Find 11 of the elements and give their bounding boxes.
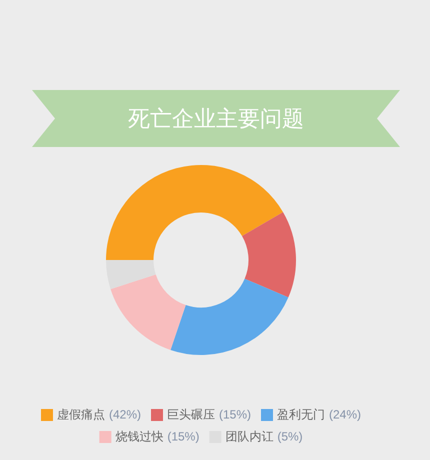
data-label: (15%) <box>167 429 200 444</box>
data-label: (24%) <box>329 407 362 422</box>
data-label: (42%) <box>108 407 141 422</box>
legend-label: 巨头碾压 <box>166 407 215 422</box>
legend-label: 烧钱过快 <box>115 429 164 444</box>
data-label: (15%) <box>218 407 252 422</box>
legend-label: 盈利无门 <box>277 407 326 422</box>
data-label: (5%) <box>277 429 303 444</box>
chart-title: 死亡企业主要问题 <box>128 104 304 132</box>
legend-label: 虚假痛点 <box>56 407 105 422</box>
legend-label: 团队内讧 <box>225 429 274 444</box>
